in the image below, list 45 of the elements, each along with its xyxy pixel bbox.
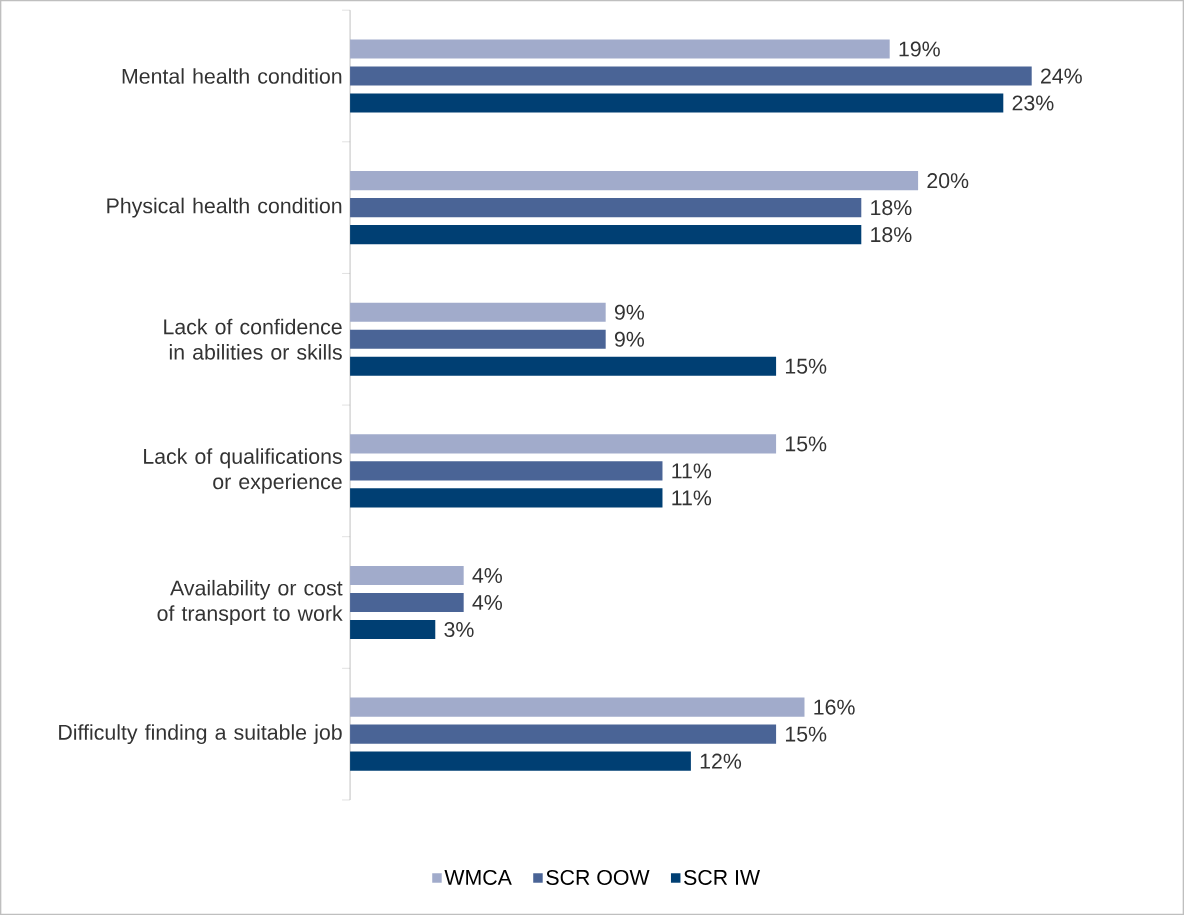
y-tick-label: Mental health condition: [122, 68, 342, 84]
bar: [350, 356, 777, 376]
data-label: 15%: [785, 436, 827, 452]
data-label: 4%: [472, 595, 503, 610]
bar: [350, 198, 862, 218]
bar: [350, 697, 805, 717]
bar: [350, 434, 777, 454]
data-label: 16%: [814, 699, 855, 715]
y-tick-label: Lack of confidence in abilities or skills: [164, 318, 342, 360]
bar: [350, 225, 862, 245]
data-label: 18%: [871, 200, 912, 216]
data-label: 9%: [614, 304, 645, 320]
legend-label: SCR OOW: [546, 869, 650, 885]
data-label: 3%: [444, 621, 474, 638]
bar: [350, 751, 691, 771]
data-label: 11%: [672, 490, 712, 506]
y-tick-label: Availability or cost of transport to work: [157, 579, 343, 626]
bar: [350, 302, 606, 322]
data-label: 15%: [785, 726, 827, 742]
data-label: 15%: [785, 358, 827, 374]
bar: [350, 171, 919, 191]
data-label: 20%: [927, 173, 969, 189]
data-label: 18%: [871, 227, 912, 243]
data-label: 23%: [1012, 95, 1054, 111]
bar: [350, 724, 777, 744]
bar: [350, 39, 890, 59]
data-label: 12%: [700, 753, 742, 769]
bar: [350, 619, 436, 640]
bar: [350, 329, 606, 349]
legend-label: SCR IW: [684, 869, 761, 885]
bar: [350, 93, 1004, 113]
bar: [350, 66, 1032, 86]
data-label: 24%: [1041, 68, 1082, 84]
y-tick-label: Physical health condition: [107, 197, 342, 218]
bar: [350, 488, 663, 508]
data-label: 19%: [899, 41, 940, 57]
data-label: 11%: [672, 463, 712, 479]
bar: [350, 565, 464, 586]
bar: [350, 461, 663, 481]
data-label: 9%: [614, 331, 645, 347]
legend-label: WMCA: [444, 869, 512, 885]
data-label: 4%: [472, 568, 503, 583]
bar: [350, 592, 464, 613]
y-tick-label: Lack of qualifications or experience: [144, 448, 342, 494]
y-tick-label: Difficulty finding a suitable job: [59, 724, 342, 745]
